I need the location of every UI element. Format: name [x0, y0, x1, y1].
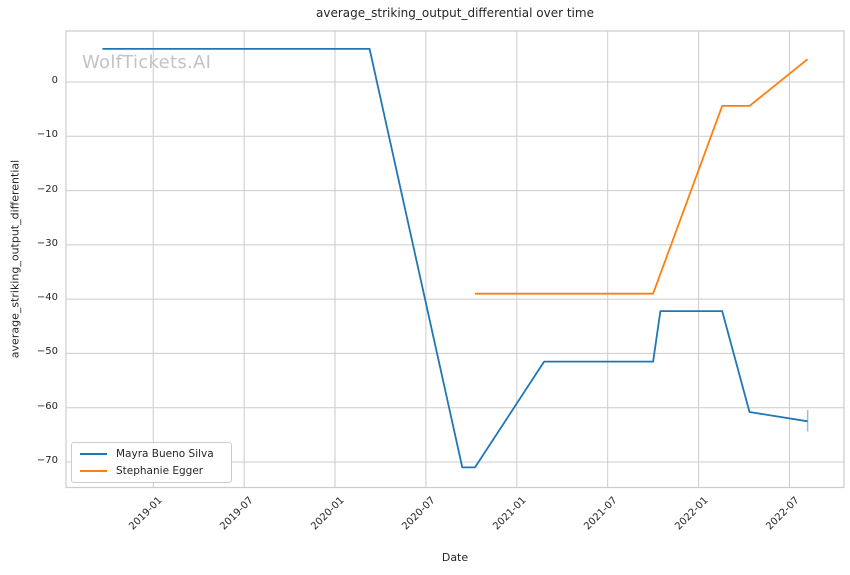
- y-tick-label: −30: [36, 237, 58, 249]
- y-tick-label: −40: [36, 292, 58, 304]
- legend-label: Stephanie Egger: [116, 465, 204, 477]
- y-tick-label: −10: [36, 129, 58, 141]
- legend-line-swatch: [80, 453, 107, 455]
- series-line-stephanie-egger: [475, 58, 809, 295]
- y-tick-label: −70: [36, 454, 58, 466]
- chart-title: average_striking_output_differential ove…: [316, 6, 594, 20]
- y-tick-label: −50: [36, 346, 58, 358]
- y-axis-label: average_striking_output_differential: [8, 159, 22, 359]
- plot-border: [65, 30, 845, 489]
- x-axis-label: Date: [441, 551, 469, 564]
- legend-label: Mayra Bueno Silva: [116, 448, 214, 460]
- series-line-mayra-bueno-silva: [102, 48, 808, 469]
- y-tick-label: −60: [36, 400, 58, 412]
- legend: Mayra Bueno Silva Stephanie Egger: [71, 442, 232, 483]
- watermark: WolfTickets.AI: [82, 52, 212, 73]
- y-tick-label: −20: [36, 183, 58, 195]
- legend-item: Mayra Bueno Silva: [80, 447, 223, 461]
- y-tick-label: 0: [51, 75, 58, 87]
- legend-line-swatch: [80, 470, 107, 472]
- legend-item: Stephanie Egger: [80, 464, 223, 478]
